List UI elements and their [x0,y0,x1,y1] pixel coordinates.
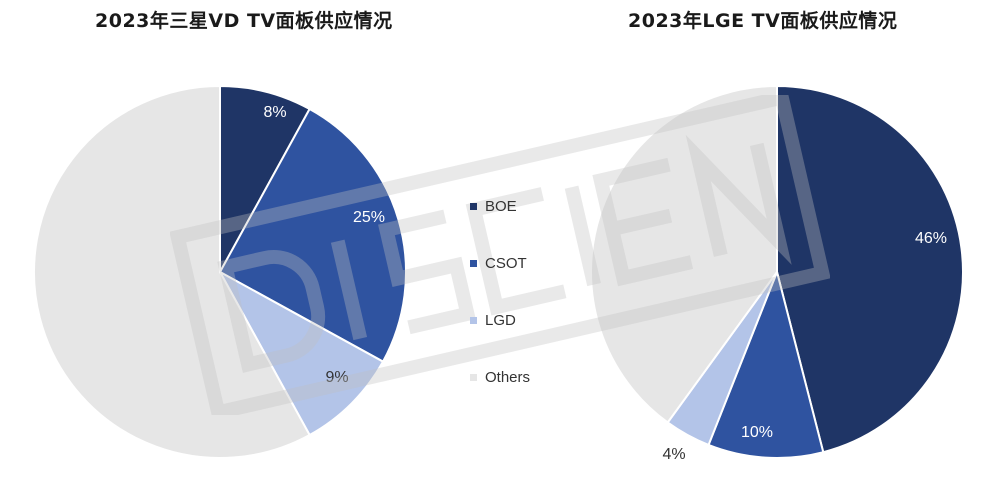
legend-label-boe: BOE [485,198,517,215]
data-label-boe: 46% [915,230,947,247]
legend-swatch-lgd [470,317,477,324]
legend-swatch-boe [470,203,477,210]
legend-item-boe: BOE [470,178,530,235]
pie-slice-csot [218,107,407,363]
pie-slice-others [590,84,778,424]
data-label-boe: 8% [263,104,286,121]
legend-label-csot: CSOT [485,255,527,272]
pie-slice-boe [776,84,964,454]
data-label-csot: 10% [741,424,773,441]
data-label-lgd: 9% [325,369,348,386]
legend-item-others: Others [470,349,530,406]
legend-swatch-others [470,374,477,381]
data-label-csot: 25% [353,209,385,226]
left-pie-chart: 8% 25% 9% [33,84,407,459]
watermark-logo [170,95,830,415]
legend-label-others: Others [485,369,531,386]
left-chart-title: 2023年三星VD TV面板供应情况 [95,10,393,32]
legend: BOE CSOT LGD Others [470,178,530,406]
legend-label-lgd: LGD [485,312,516,329]
pie-slice-lgd [217,269,385,437]
pie-slice-csot [707,268,825,459]
right-chart-title: 2023年LGE TV面板供应情况 [628,10,898,32]
data-label-lgd: 4% [662,446,685,463]
legend-item-lgd: LGD [470,292,530,349]
right-pie-chart: 46% 10% 4% [590,84,964,463]
legend-swatch-csot [470,260,477,267]
legend-item-csot: CSOT [470,235,530,292]
pie-slice-others [33,84,311,459]
pie-slice-boe [219,84,311,273]
